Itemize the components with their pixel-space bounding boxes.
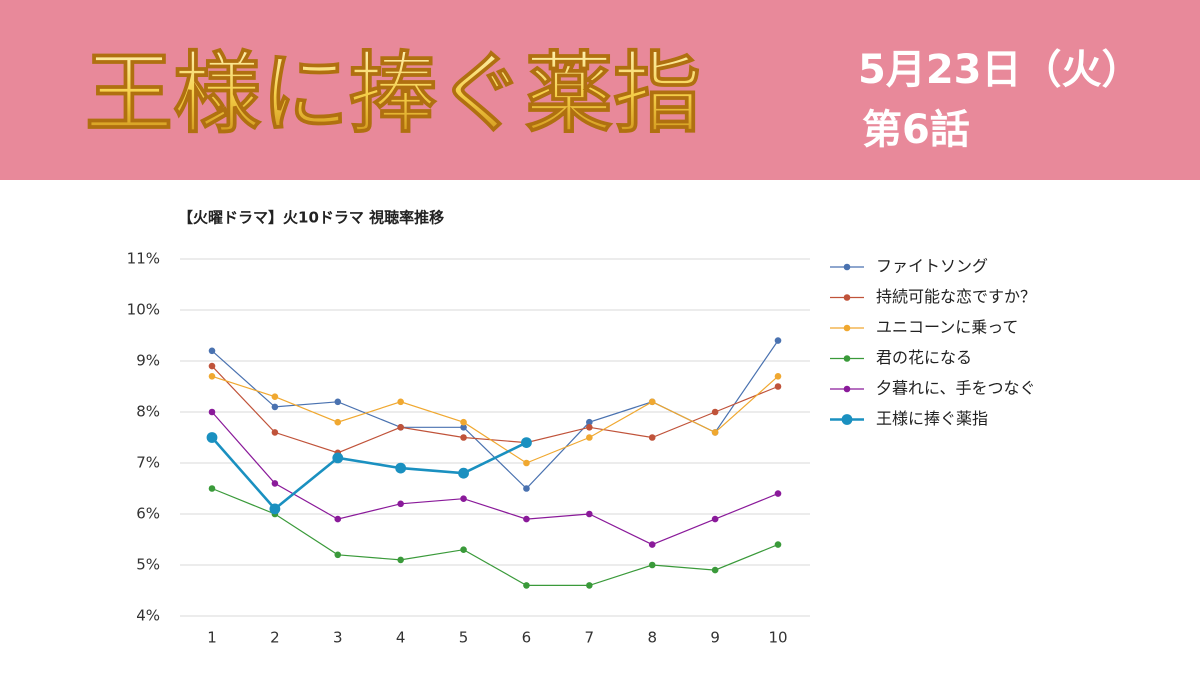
y-tick-label: 9% [136,352,160,370]
x-tick-label: 2 [270,629,280,647]
legend-marker [843,385,851,393]
point [523,582,530,589]
series-line [211,487,779,586]
legend-label: 君の花になる [876,348,972,367]
point [648,561,656,569]
y-tick-label: 7% [136,454,160,472]
legend-marker [843,294,851,301]
legend-label: 夕暮れに、手をつなぐ [876,379,1036,398]
point [711,408,719,416]
point [523,485,530,492]
point [334,398,342,406]
point [334,418,342,426]
legend-marker [843,355,851,362]
point [586,418,593,426]
legend-marker [843,324,851,332]
legend-label: 持続可能な恋ですか？ [876,287,1036,306]
y-tick-label: 4% [136,607,160,625]
point [586,510,593,518]
point [523,515,530,523]
point [460,546,467,553]
point [711,515,719,523]
y-tick-label: 11% [127,250,160,268]
series-line [211,340,779,490]
point [774,541,782,548]
point [271,403,279,411]
point [208,408,216,416]
point [648,398,656,406]
point [397,398,404,406]
point [460,418,467,426]
legend-label: ユニコーンに乗って [876,318,1018,337]
x-tick-label: 7 [585,629,595,647]
point [271,393,279,401]
x-tick-label: 10 [768,629,787,647]
point [397,424,404,431]
legend-marker [843,263,851,271]
series-line [211,375,779,464]
point [774,337,782,344]
y-tick-label: 5% [136,556,160,574]
x-tick-label: 6 [522,629,532,647]
point [460,434,467,441]
y-tick-label: 10% [127,301,160,319]
series-line [211,365,779,454]
x-tick-label: 4 [396,629,406,647]
point [711,429,719,436]
point [332,452,344,464]
banner-episode: 第6話 [862,107,970,153]
legend-label: 王様に捧ぐ薬指 [876,409,988,428]
x-tick-label: 3 [333,629,343,647]
point [648,541,656,548]
x-tick-label: 8 [647,629,657,647]
banner-title: 王様に捧ぐ薬指 [85,42,701,145]
series-line [211,436,528,511]
point [208,362,216,370]
point [586,582,593,589]
point [208,347,216,355]
point [208,373,216,380]
point [397,500,404,508]
point [648,434,656,441]
point [206,432,218,443]
legend-label: ファイトソング [876,257,988,276]
point [208,485,216,492]
point [458,467,469,479]
banner-date: 5月23日（火） [858,47,1142,93]
plot: 4% 5% 6% 7% 8% 9% 10% 11% 1 2 3 4 5 6 7 8 9 10 ファイトソング持続可能… [127,250,1036,647]
point [521,437,532,448]
point [269,503,281,515]
point [774,490,782,497]
banner [0,0,1200,180]
point [395,462,407,474]
x-tick-label: 5 [459,629,469,647]
legend-marker [841,414,853,425]
point [271,480,279,487]
point [334,515,342,523]
point [271,429,279,436]
x-tick-label: 9 [710,629,720,647]
chart-title: 【火曜ドラマ】火10ドラマ 視聴率推移 [178,209,444,227]
point [711,566,719,574]
series-line [211,411,779,546]
x-tick-label: 1 [207,629,217,647]
point [774,383,782,390]
point [334,551,342,559]
y-tick-label: 8% [136,403,160,421]
y-tick-label: 6% [136,505,160,523]
point [523,459,530,467]
point [586,434,593,441]
point [586,424,593,431]
point [460,495,467,503]
point [774,373,782,380]
point [397,556,404,564]
point [460,424,467,431]
